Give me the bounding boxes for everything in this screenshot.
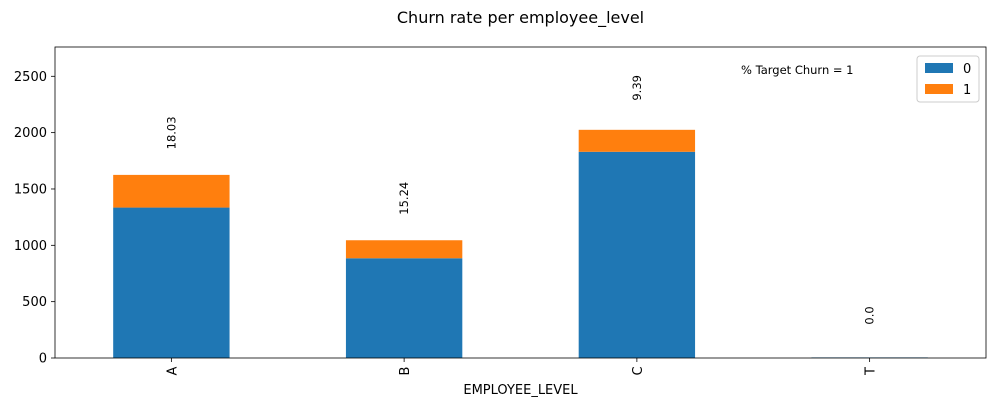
legend-swatch-0 [925, 63, 953, 73]
x-tick-label-A: A [165, 366, 180, 375]
plot-area: 18.03 A 15.24 B 9.39 C 0.0 T 0 500 1000 1500 2000 250… [14, 46, 987, 376]
y-tick-label-1500: 1500 [14, 182, 47, 197]
y-tick-label-1000: 1000 [14, 239, 47, 254]
legend-label-1: 1 [963, 83, 971, 98]
y-tick-label-500: 500 [22, 295, 47, 310]
churn-annotation: % Target Churn = 1 [741, 63, 854, 77]
y-tick-label-2000: 2000 [14, 126, 47, 141]
bar-C-series-1 [578, 129, 696, 152]
bar-B-series-1 [345, 240, 463, 259]
percent-label-T: 0.0 [863, 306, 877, 324]
x-tick-label-B: B [398, 367, 413, 376]
plot-frame [54, 46, 987, 359]
y-tick-label-0: 0 [39, 352, 47, 367]
percent-label-B: 15.24 [397, 182, 411, 215]
y-tick-label-2500: 2500 [14, 70, 47, 85]
percent-label-A: 18.03 [164, 116, 178, 149]
legend: 01 [916, 55, 980, 103]
x-axis-title: EMPLOYEE_LEVEL [463, 383, 578, 398]
bar-C-series-0 [578, 151, 696, 358]
chart-title: Churn rate per employee_level [397, 8, 644, 28]
x-tick-label-T: T [864, 367, 879, 376]
bar-A-series-1 [113, 174, 230, 208]
percent-label-C: 9.39 [630, 75, 644, 101]
legend-swatch-1 [925, 84, 953, 94]
bar-A-series-0 [113, 207, 230, 358]
x-tick-label-C: C [631, 366, 646, 375]
legend-label-0: 0 [963, 62, 971, 77]
bar-B-series-0 [345, 258, 463, 358]
